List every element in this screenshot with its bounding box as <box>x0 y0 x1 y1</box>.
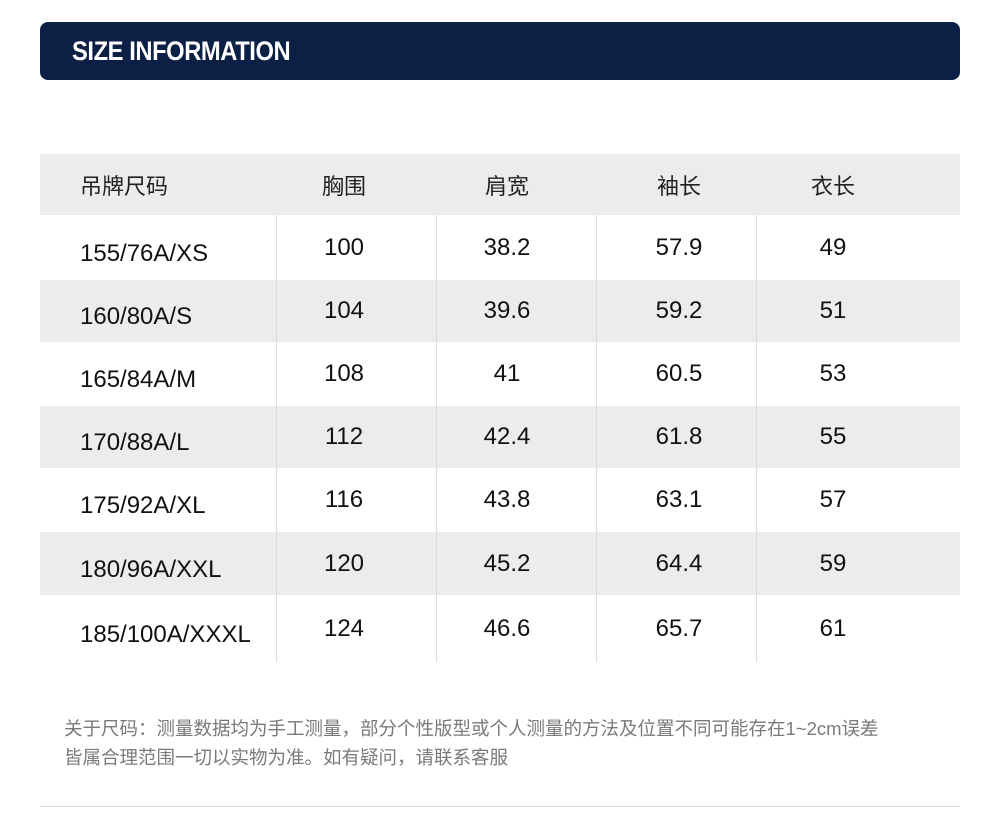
table-cell: 180/96A/XXL <box>80 555 222 583</box>
column-divider <box>276 280 277 342</box>
column-divider <box>756 215 757 280</box>
column-divider <box>276 532 277 595</box>
column-divider <box>756 595 757 662</box>
table-cell: 43.8 <box>483 486 531 513</box>
table-cell: 61 <box>819 614 847 642</box>
header-cell: 衣长 <box>810 173 855 199</box>
table-cell: 65.7 <box>655 614 703 642</box>
table-cell: 120 <box>323 549 365 577</box>
column-divider <box>596 532 597 595</box>
column-divider <box>756 342 757 406</box>
table-cell: 46.6 <box>483 614 531 642</box>
table-cell: 53 <box>819 360 847 387</box>
header-cell: 吊牌尺码 <box>80 173 169 199</box>
table-cell: 59.2 <box>655 297 703 324</box>
table-cell: 42.4 <box>483 423 531 450</box>
column-divider <box>436 342 437 406</box>
header-cell: 肩宽 <box>484 173 529 199</box>
header-cell: 胸围 <box>321 173 366 199</box>
column-divider <box>436 532 437 595</box>
table-cell: 64.4 <box>655 549 703 577</box>
column-divider <box>436 215 437 280</box>
table-row: 180/96A/XXL 120 45.2 64.4 59 <box>40 532 960 595</box>
table-row: 185/100A/XXXL 124 46.6 65.7 61 <box>40 595 960 662</box>
column-divider <box>596 280 597 342</box>
column-divider <box>436 468 437 532</box>
header-title: SIZE INFORMATION <box>72 36 291 66</box>
table-cell: 124 <box>323 614 365 642</box>
column-divider <box>276 595 277 662</box>
column-divider <box>436 595 437 662</box>
table-cell: 49 <box>819 233 847 261</box>
note-text: 皆属合理范围一切以实物为准。如有疑问，请联系客服 <box>64 747 509 768</box>
table-row: 160/80A/S 104 39.6 59.2 51 <box>40 280 960 342</box>
header-banner: SIZE INFORMATION <box>40 22 960 80</box>
table-cell: 63.1 <box>655 486 703 513</box>
table-cell: 45.2 <box>483 549 531 577</box>
divider <box>40 806 960 807</box>
table-cell: 116 <box>324 486 364 513</box>
table-cell: 108 <box>323 360 365 387</box>
table-cell: 38.2 <box>483 233 531 261</box>
column-divider <box>436 406 437 468</box>
column-divider <box>596 342 597 406</box>
table-header-row: 吊牌尺码 胸围 肩宽 袖长 衣长 <box>40 154 960 215</box>
column-divider <box>276 215 277 280</box>
header-cell: 袖长 <box>656 173 701 199</box>
column-divider <box>276 468 277 532</box>
column-divider <box>276 406 277 468</box>
column-divider <box>596 406 597 468</box>
table-cell: 41 <box>493 360 521 387</box>
column-divider <box>436 280 437 342</box>
table-row: 170/88A/L 112 42.4 61.8 55 <box>40 406 960 468</box>
table-cell: 57 <box>819 486 847 513</box>
table-cell: 57.9 <box>655 233 703 261</box>
table-cell: 60.5 <box>655 360 703 387</box>
column-divider <box>276 342 277 406</box>
column-divider <box>756 468 757 532</box>
table-cell: 112 <box>324 423 364 450</box>
table-cell: 175/92A/XL <box>80 492 206 519</box>
table-cell: 165/84A/M <box>80 366 197 393</box>
table-cell: 100 <box>323 233 365 261</box>
column-divider <box>756 532 757 595</box>
table-cell: 39.6 <box>483 297 531 324</box>
table-cell: 170/88A/L <box>80 429 190 456</box>
column-divider <box>596 595 597 662</box>
table-row: 155/76A/XS 100 38.2 57.9 49 <box>40 215 960 280</box>
table-row: 165/84A/M 108 41 60.5 53 <box>40 342 960 406</box>
table-cell: 55 <box>819 423 847 450</box>
table-cell: 51 <box>819 297 847 324</box>
table-cell: 185/100A/XXXL <box>80 620 251 648</box>
note-text: 关于尺码：测量数据均为手工测量，部分个性版型或个人测量的方法及位置不同可能存在1… <box>64 718 879 739</box>
table-cell: 59 <box>819 549 847 577</box>
column-divider <box>756 406 757 468</box>
table-cell: 104 <box>323 297 365 324</box>
table-cell: 160/80A/S <box>80 303 193 330</box>
table-row: 175/92A/XL 116 43.8 63.1 57 <box>40 468 960 532</box>
column-divider <box>596 215 597 280</box>
table-cell: 155/76A/XS <box>80 239 209 267</box>
column-divider <box>756 280 757 342</box>
table-cell: 61.8 <box>655 423 703 450</box>
column-divider <box>596 468 597 532</box>
